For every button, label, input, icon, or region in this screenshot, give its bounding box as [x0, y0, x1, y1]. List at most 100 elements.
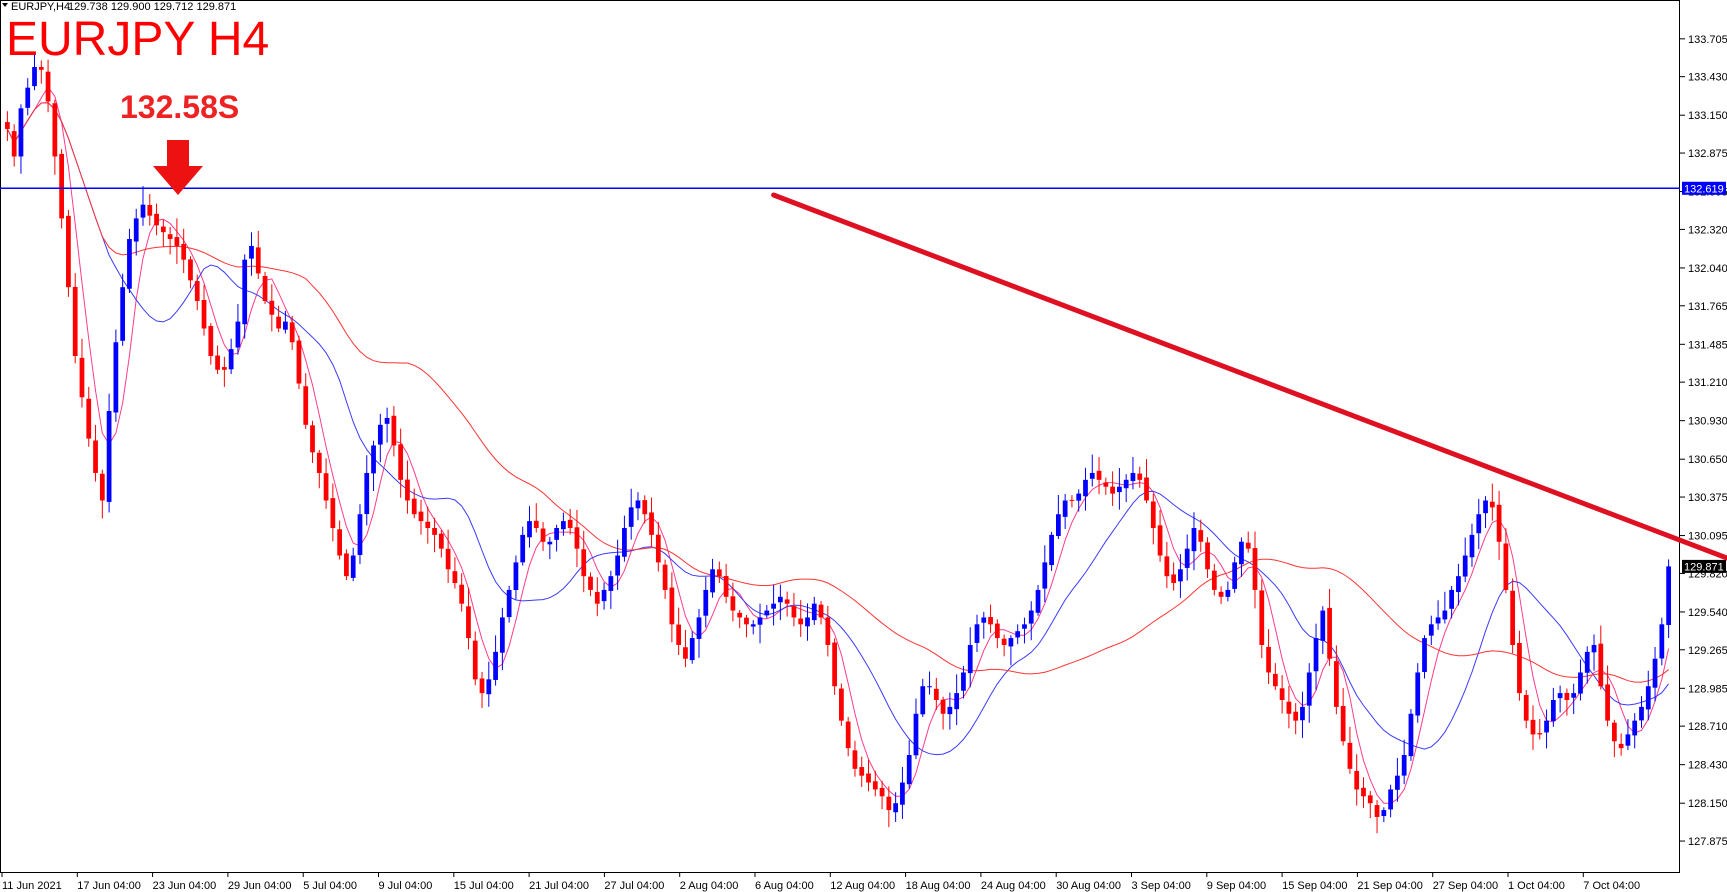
candle-body [283, 321, 288, 330]
candle-body [811, 603, 817, 621]
candle-body [1232, 562, 1238, 589]
candle-body [1415, 672, 1421, 716]
y-tick-label: 132.320 [1688, 224, 1727, 236]
candle-body [1381, 810, 1387, 817]
y-tick-label: 130.375 [1688, 492, 1727, 504]
ma-mid-line [6, 102, 1669, 756]
candle-body [1035, 589, 1041, 613]
candle-body [825, 617, 831, 645]
candle-body [1659, 624, 1665, 659]
candle-body [310, 425, 315, 453]
candle-body [418, 511, 424, 522]
candle-body [1184, 548, 1190, 568]
candle-body [228, 349, 234, 370]
candle-body [730, 596, 736, 611]
candle-body [181, 243, 187, 260]
candle-body [1096, 470, 1102, 480]
candle-body [805, 617, 810, 627]
y-tick-label: 131.765 [1688, 301, 1727, 313]
sell-level-annotation: 132.58S [120, 89, 239, 125]
x-tick-label: 15 Sep 04:00 [1282, 880, 1347, 892]
candle-body [438, 533, 444, 549]
candle-body [757, 617, 763, 625]
candle-body [994, 623, 1000, 639]
candle-body [615, 555, 621, 576]
candle-body [316, 452, 322, 473]
candle-body [127, 239, 132, 289]
x-tick-label: 9 Sep 04:00 [1207, 880, 1266, 892]
y-tick-label: 129.540 [1688, 607, 1727, 619]
candle-body [1123, 479, 1129, 489]
candle-body [581, 549, 587, 577]
y-tick-label: 132.875 [1688, 148, 1727, 160]
candle-body [547, 541, 553, 545]
y-tick-label: 132.040 [1688, 263, 1727, 275]
y-tick-label: 128.150 [1688, 798, 1727, 810]
y-axis: 133.705133.430133.150132.875132.595132.3… [1680, 34, 1727, 848]
candle-body [1279, 688, 1285, 700]
candle-body [839, 688, 844, 721]
current-price-label: 129.871 [1682, 559, 1726, 573]
candle-body [188, 259, 193, 281]
candle-body [472, 640, 478, 680]
candle-body [147, 204, 153, 216]
candle-body [1191, 528, 1197, 552]
candle-body [1117, 486, 1122, 493]
downtrend-line[interactable] [771, 192, 1727, 728]
x-tick-label: 2 Aug 04:00 [680, 880, 739, 892]
candle-body [1205, 542, 1210, 570]
candle-body [784, 599, 790, 604]
x-tick-label: 27 Jul 04:00 [604, 880, 664, 892]
candle-body [1300, 706, 1305, 721]
candle-body [1442, 610, 1448, 620]
candle-body [215, 355, 220, 370]
candle-body [1530, 719, 1536, 735]
candle-body [1042, 562, 1048, 589]
candle-body [594, 591, 600, 604]
candle-body [113, 342, 119, 413]
candle-body [357, 514, 363, 555]
candle-body [1517, 642, 1522, 694]
candle-body [879, 787, 885, 797]
candle-body [669, 587, 675, 625]
candle-body [52, 103, 58, 157]
candle-body [744, 617, 749, 625]
candle-body [520, 534, 526, 563]
candle-body [1361, 787, 1366, 797]
ma-slow-line [6, 102, 1669, 683]
candle-body [866, 773, 871, 783]
candle-body [791, 606, 797, 618]
candle-body [798, 618, 804, 625]
candle-body [499, 617, 505, 653]
candle-body [703, 589, 709, 616]
x-axis: 11 Jun 2021 17 Jun 04:00 23 Jun 04:00 29 Ju… [1, 872, 1640, 892]
candle-body [1652, 658, 1658, 688]
y-tick-label: 128.710 [1688, 721, 1727, 733]
candle-body [1178, 569, 1183, 582]
candle-body [1639, 706, 1644, 721]
candle-body [1320, 610, 1326, 641]
candle-body [927, 686, 932, 688]
y-tick-label: 133.430 [1688, 72, 1727, 84]
candle-body [920, 686, 926, 715]
candle-body [554, 528, 559, 540]
candle-body [676, 624, 682, 645]
candle-body [818, 604, 824, 618]
x-tick-label: 24 Aug 04:00 [981, 880, 1046, 892]
candle-body [459, 584, 465, 604]
candle-body [296, 340, 302, 384]
candle-body [649, 512, 654, 535]
x-tick-label: 5 Jul 04:00 [303, 880, 357, 892]
x-tick-label: 11 Jun 2021 [2, 880, 62, 892]
candle-body [1598, 643, 1604, 687]
y-tick-label: 130.650 [1688, 454, 1727, 466]
sell-arrow-icon [153, 140, 203, 195]
candle-body [540, 528, 546, 542]
candle-body [1076, 493, 1082, 501]
candle-body [1354, 770, 1360, 790]
candle-body [601, 589, 607, 602]
candle-body [1022, 624, 1027, 629]
resistance-price-text: 132.619 [1684, 183, 1724, 195]
candle-body [1428, 624, 1434, 636]
